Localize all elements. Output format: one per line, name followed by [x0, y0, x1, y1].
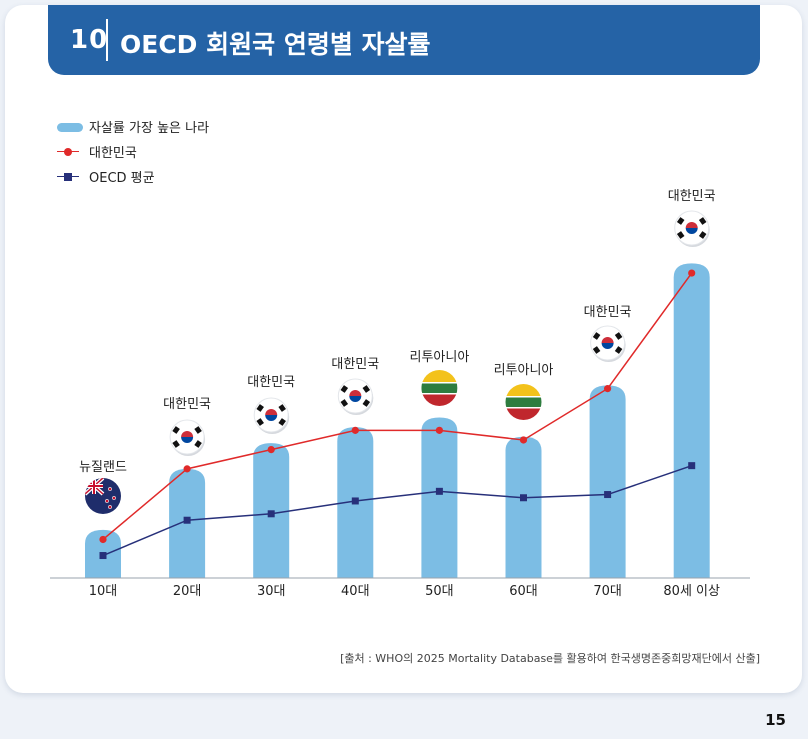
x-tick-label-1: 10대	[89, 584, 118, 599]
oecd-point-1	[99, 552, 107, 560]
country-label-2: 대한민국	[163, 397, 211, 412]
oecd-point-8	[688, 462, 696, 470]
korea-series-line	[102, 272, 693, 541]
x-tick-label-8: 80세 이상	[663, 584, 720, 599]
korea-point-6	[519, 436, 528, 444]
oecd-point-2	[183, 516, 191, 524]
korea-point-8	[688, 269, 696, 277]
korea-point-2	[183, 465, 191, 473]
country-label-4: 대한민국	[331, 357, 379, 372]
korea-flag-icon-8	[674, 210, 710, 247]
bar-5	[421, 417, 458, 578]
x-tick-label-2: 20대	[173, 584, 202, 599]
korea-point-4	[351, 426, 359, 434]
oecd-point-7	[604, 491, 612, 499]
lithuania-flag-icon-6	[505, 384, 542, 420]
korea-flag-icon-3	[253, 397, 290, 434]
korea-point-5	[435, 426, 443, 434]
country-label-1: 뉴질랜드	[79, 460, 127, 475]
bar-6	[505, 436, 542, 578]
legend-item-oecd: OECD 평균	[57, 164, 209, 189]
bar-swatch-icon	[57, 120, 83, 134]
header-divider	[106, 19, 108, 61]
chart-legend: 자살률 가장 높은 나라 대한민국 OECD 평균	[57, 114, 209, 189]
new-zealand-flag-icon-1	[85, 478, 121, 514]
oecd-point-5	[435, 487, 443, 495]
x-tick-label-7: 70대	[593, 584, 622, 599]
korea-point-3	[267, 446, 275, 454]
oecd-point-3	[267, 510, 275, 518]
country-label-5: 리투아니아	[409, 350, 469, 365]
korea-flag-icon-4	[337, 378, 374, 415]
x-tick-label-5: 50대	[425, 584, 454, 599]
oecd-point-6	[520, 494, 527, 502]
legend-label-bar: 자살률 가장 높은 나라	[89, 121, 210, 136]
country-label-8: 대한민국	[668, 189, 716, 204]
navy-line-square-icon	[57, 170, 83, 184]
section-header: 10 OECD 회원국 연령별 자살률	[48, 5, 760, 75]
legend-label-oecd: OECD 평균	[89, 171, 155, 186]
red-line-dot-icon	[57, 145, 83, 159]
x-tick-label-4: 40대	[341, 584, 370, 599]
bar-7	[589, 385, 626, 578]
bar-8	[673, 263, 710, 578]
country-label-7: 대한민국	[584, 305, 632, 320]
page-number: 15	[765, 711, 786, 729]
oecd-series-line	[102, 464, 692, 557]
legend-label-korea: 대한민국	[89, 146, 137, 161]
page-title: OECD 회원국 연령별 자살률	[120, 30, 431, 59]
section-number: 10	[70, 25, 109, 55]
source-note: [출처 : WHO의 2025 Mortality Database를 활용하여…	[340, 652, 760, 665]
legend-item-korea: 대한민국	[57, 139, 209, 164]
korea-point-7	[604, 385, 612, 393]
country-label-6: 리투아니아	[494, 363, 554, 378]
country-label-3: 대한민국	[247, 375, 295, 390]
oecd-point-4	[351, 497, 359, 505]
korea-flag-icon-7	[590, 325, 626, 362]
lithuania-flag-icon-5	[421, 370, 458, 406]
korea-flag-icon-2	[169, 419, 206, 456]
x-tick-label-6: 60대	[509, 584, 538, 599]
korea-point-1	[99, 535, 107, 544]
legend-item-bar: 자살률 가장 높은 나라	[57, 114, 209, 139]
x-tick-label-3: 30대	[257, 584, 286, 599]
